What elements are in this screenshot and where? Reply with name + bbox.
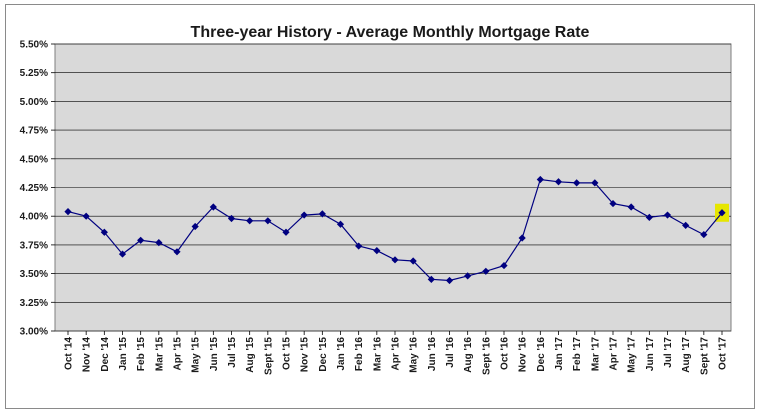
x-tick-label: May '17 [627, 337, 638, 373]
x-tick-label: Feb '16 [354, 337, 365, 371]
data-point [191, 222, 199, 231]
x-tick-label: Mar '16 [372, 337, 383, 372]
data-point [682, 221, 690, 229]
x-tick-label: Sept '17 [699, 337, 710, 375]
data-point [264, 217, 272, 225]
x-tick-label: Nov '14 [82, 337, 93, 373]
x-tick-label: Jul '15 [227, 337, 238, 368]
data-point [173, 248, 181, 256]
x-tick-label: Oct '16 [500, 337, 511, 370]
data-point [627, 203, 635, 211]
x-tick-label: Sept '15 [263, 337, 274, 375]
x-tick-label: Jun '16 [427, 337, 438, 371]
x-tick-label: Apr '17 [609, 337, 620, 371]
y-tick-label: 4.50% [20, 154, 48, 165]
y-tick-label: 3.75% [20, 240, 48, 251]
y-tick-label: 5.50% [20, 40, 48, 51]
data-point [155, 239, 163, 247]
y-tick-label: 3.00% [20, 327, 48, 338]
x-tick-label: Jun '15 [209, 337, 220, 371]
series-rate [64, 175, 729, 285]
data-point [355, 242, 363, 250]
data-point [718, 209, 726, 217]
y-tick-label: 4.25% [20, 183, 48, 194]
data-point [82, 212, 90, 220]
data-point [209, 203, 217, 211]
x-tick-label: Dec '15 [318, 337, 329, 372]
x-tick-label: Nov '16 [518, 337, 529, 373]
data-point [500, 261, 508, 270]
y-tick-label: 3.50% [20, 269, 48, 280]
data-point [227, 214, 236, 223]
x-tick-label: Jan '16 [336, 337, 347, 371]
data-point [700, 230, 708, 239]
data-point [663, 211, 672, 219]
data-point [591, 179, 599, 187]
data-point [554, 178, 563, 186]
data-point [373, 247, 381, 255]
y-tick-label: 5.00% [20, 97, 48, 108]
data-point [464, 272, 472, 280]
x-tick-label: Aug '17 [681, 337, 692, 373]
data-point [137, 236, 145, 244]
data-point [100, 228, 108, 236]
data-point [300, 211, 308, 219]
x-tick-label: Feb '17 [572, 337, 583, 371]
data-point [445, 276, 454, 285]
y-tick-label: 3.25% [20, 298, 48, 309]
x-tick-label: Jun '17 [645, 337, 656, 371]
data-point [118, 250, 127, 258]
x-tick-label: Nov '15 [300, 337, 311, 373]
x-axis: Oct '14 Nov '14 Dec '14 Jan '15 Feb '15 Mar '… [64, 331, 729, 375]
data-point [482, 267, 490, 275]
x-tick-label: May '16 [409, 337, 420, 373]
data-point [282, 228, 290, 236]
x-tick-label: Mar '15 [154, 337, 165, 372]
y-tick-label: 4.75% [20, 126, 48, 137]
data-point [518, 234, 526, 242]
x-tick-label: Oct '14 [64, 337, 75, 370]
gridlines [55, 43, 731, 332]
x-tick-label: Jan '17 [554, 337, 565, 371]
x-tick-label: Dec '14 [100, 337, 111, 372]
data-point [391, 256, 399, 264]
data-point [609, 199, 617, 208]
x-tick-label: Oct '17 [718, 337, 729, 370]
data-point [336, 220, 345, 228]
data-point [536, 175, 544, 184]
data-point [246, 217, 254, 225]
y-tick-label: 4.00% [20, 212, 48, 223]
data-point [573, 179, 581, 187]
data-point [409, 257, 417, 265]
data-point [318, 210, 326, 218]
x-tick-label: Aug '15 [245, 337, 256, 373]
y-axis: 3.00% 3.25% 3.50% 3.75% 4.00% 4.25% 4.50% 4.75%… [20, 40, 55, 338]
x-tick-label: Apr '16 [391, 337, 402, 371]
x-tick-label: Mar '17 [590, 337, 601, 372]
x-tick-label: Jan '15 [118, 337, 129, 371]
x-tick-label: Feb '15 [136, 337, 147, 371]
data-point [64, 208, 72, 216]
x-tick-label: Aug '16 [463, 337, 474, 373]
x-tick-label: Jul '17 [663, 337, 674, 368]
x-tick-label: Dec '16 [536, 337, 547, 372]
x-tick-label: Sept '16 [481, 337, 492, 375]
data-point [645, 213, 653, 221]
x-tick-label: Apr '15 [173, 337, 184, 371]
chart-title: Three-year History - Average Monthly Mor… [191, 24, 590, 41]
x-tick-label: Jul '16 [445, 337, 456, 368]
x-tick-label: Oct '15 [282, 337, 293, 370]
y-tick-label: 5.25% [20, 68, 48, 79]
data-point [427, 275, 435, 283]
x-tick-label: May '15 [191, 337, 202, 373]
